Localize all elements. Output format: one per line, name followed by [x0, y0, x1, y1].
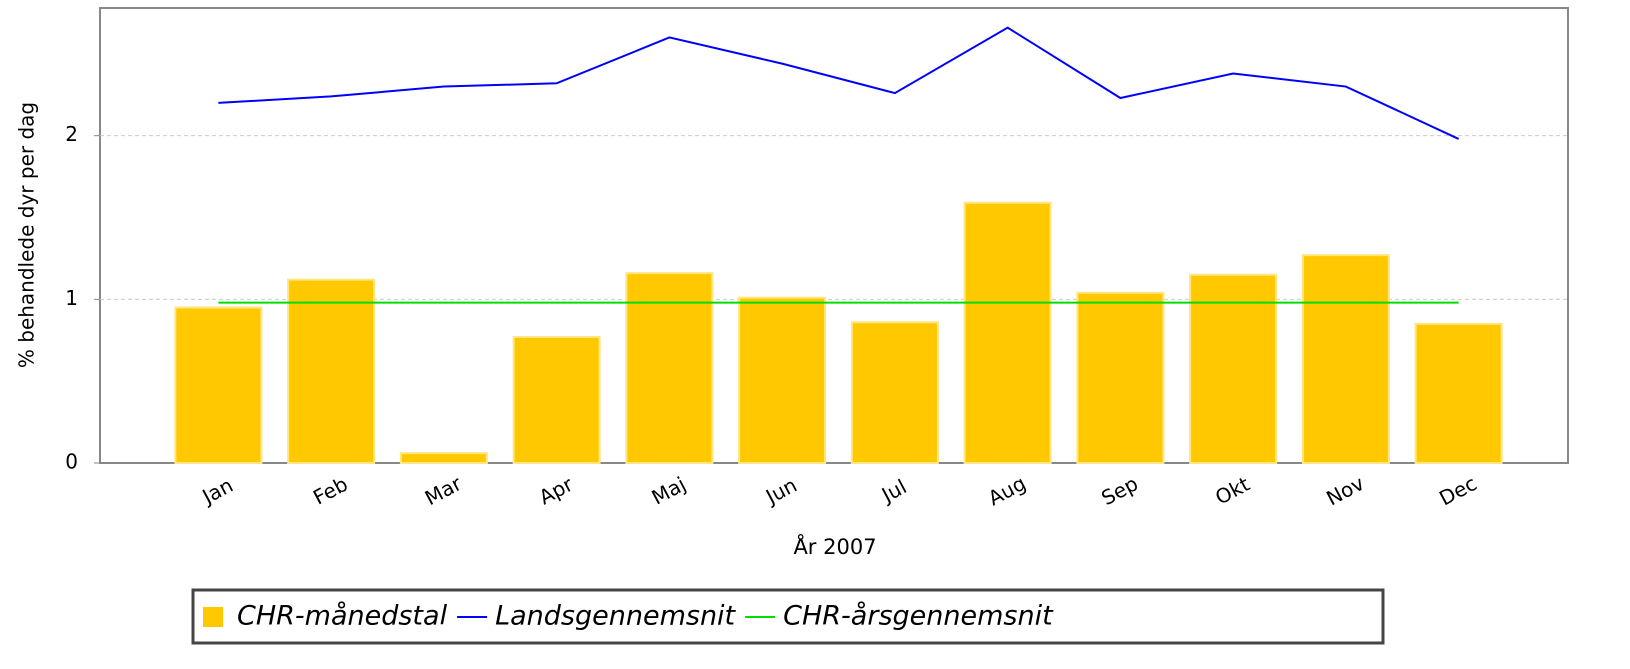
x-tick-label: Mar: [421, 471, 466, 510]
bar: [625, 272, 714, 464]
x-axis-label: År 2007: [793, 533, 876, 559]
bar: [1189, 273, 1278, 464]
x-tick-label: Nov: [1322, 471, 1368, 511]
x-tick-label: Jul: [876, 474, 910, 507]
x-tick-label: Jan: [197, 473, 237, 510]
bar: [850, 321, 939, 464]
x-tick-label: Dec: [1435, 471, 1480, 510]
legend-label: Landsgennemsnit: [495, 601, 736, 632]
legend-box: [191, 588, 1385, 645]
bar: [1076, 291, 1165, 464]
y-tick-label: 2: [65, 122, 78, 146]
bar: [512, 335, 601, 464]
x-tick-label: Feb: [309, 472, 352, 510]
bar: [963, 201, 1052, 465]
legend-label: CHR-månedstal: [237, 601, 448, 632]
bar: [1301, 254, 1390, 464]
x-tick-label: Maj: [648, 472, 690, 510]
bar: [1414, 322, 1503, 464]
line: [218, 26, 1460, 140]
y-tick-label: 1: [65, 286, 78, 310]
x-tick-label: Okt: [1211, 472, 1253, 510]
x-tick-label: Apr: [535, 472, 578, 510]
plot-frame: [99, 7, 1569, 464]
x-tick-label: Jun: [760, 473, 801, 510]
legend-label: CHR-årsgennemsnit: [783, 601, 1054, 632]
y-tick-label: 0: [65, 450, 78, 474]
bar: [738, 296, 827, 464]
legend-swatch: [203, 607, 223, 627]
bar: [174, 306, 263, 464]
bar: [399, 452, 488, 465]
y-axis-label: % behandlede dyr per dag: [15, 102, 39, 368]
bar: [287, 278, 376, 464]
x-tick-label: Sep: [1097, 471, 1142, 510]
x-tick-label: Aug: [984, 471, 1030, 511]
